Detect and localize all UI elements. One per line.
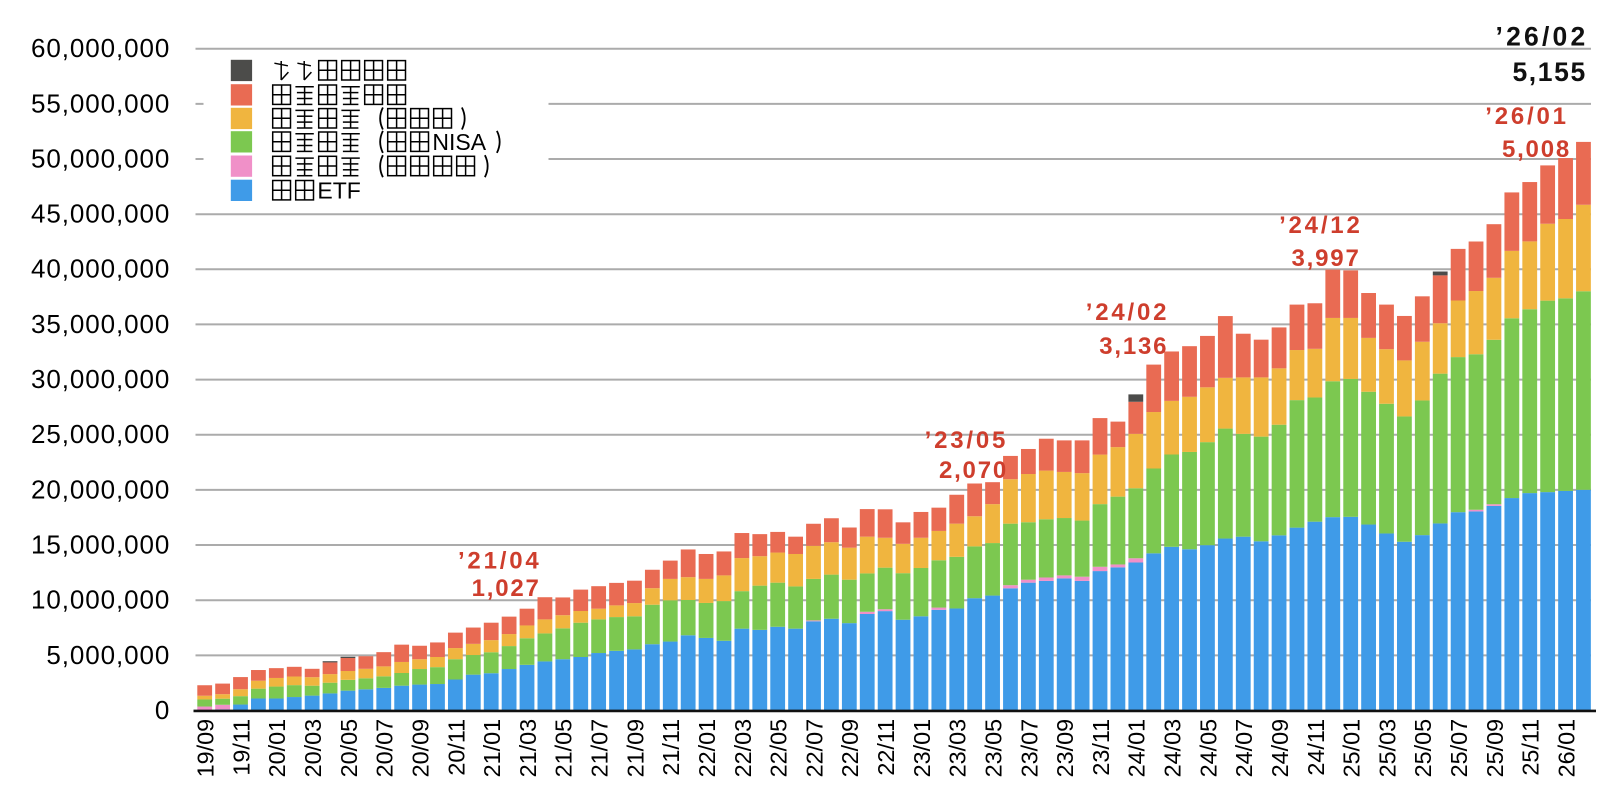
svg-text:22/11: 22/11 — [873, 719, 899, 776]
svg-text:20/01: 20/01 — [264, 719, 290, 778]
svg-text:1,027: 1,027 — [472, 575, 541, 602]
svg-text:24/07: 24/07 — [1231, 719, 1257, 778]
svg-text:’23/05: ’23/05 — [925, 427, 1009, 454]
svg-text:25/05: 25/05 — [1410, 719, 1436, 778]
svg-text:30,000,000: 30,000,000 — [31, 364, 170, 394]
svg-text:20/09: 20/09 — [408, 719, 434, 778]
svg-text:20/11: 20/11 — [443, 719, 469, 776]
svg-text:20/07: 20/07 — [372, 719, 398, 778]
svg-text:24/03: 24/03 — [1160, 719, 1186, 778]
svg-text:19/11: 19/11 — [228, 719, 254, 776]
svg-text:40,000,000: 40,000,000 — [31, 254, 170, 284]
svg-text:’26/01: ’26/01 — [1485, 103, 1569, 130]
svg-text:20/03: 20/03 — [300, 719, 326, 778]
svg-text:25/07: 25/07 — [1446, 719, 1472, 778]
svg-text:60,000,000: 60,000,000 — [31, 33, 170, 63]
svg-text:20,000,000: 20,000,000 — [31, 474, 170, 504]
svg-text:3,136: 3,136 — [1099, 333, 1168, 360]
svg-text:50,000,000: 50,000,000 — [31, 143, 170, 173]
svg-text:23/03: 23/03 — [945, 719, 971, 778]
svg-text:22/03: 22/03 — [730, 719, 756, 778]
svg-text:23/05: 23/05 — [981, 719, 1007, 778]
svg-text:55,000,000: 55,000,000 — [31, 88, 170, 118]
svg-text:19/09: 19/09 — [193, 719, 219, 778]
svg-text:24/11: 24/11 — [1303, 719, 1329, 776]
svg-text:22/09: 22/09 — [837, 719, 863, 778]
svg-text:0: 0 — [155, 695, 170, 725]
svg-text:45,000,000: 45,000,000 — [31, 199, 170, 229]
svg-text:24/01: 24/01 — [1124, 719, 1150, 778]
svg-text:21/07: 21/07 — [587, 719, 613, 778]
svg-text:’24/12: ’24/12 — [1279, 212, 1363, 239]
svg-text:NISA: NISA — [432, 129, 486, 155]
svg-text:22/01: 22/01 — [694, 719, 720, 778]
svg-text:22/05: 22/05 — [766, 719, 792, 778]
svg-text:26/01: 26/01 — [1554, 719, 1580, 778]
svg-text:5,000,000: 5,000,000 — [46, 640, 170, 670]
svg-text:25/11: 25/11 — [1518, 719, 1544, 776]
svg-text:20/05: 20/05 — [336, 719, 362, 778]
svg-text:21/11: 21/11 — [658, 719, 684, 776]
svg-text:23/11: 23/11 — [1088, 719, 1114, 776]
svg-text:5,008: 5,008 — [1502, 136, 1571, 163]
svg-text:24/09: 24/09 — [1267, 719, 1293, 778]
svg-text:15,000,000: 15,000,000 — [31, 529, 170, 559]
svg-text:10,000,000: 10,000,000 — [31, 585, 170, 615]
svg-text:’21/04: ’21/04 — [458, 548, 542, 575]
svg-text:21/09: 21/09 — [622, 719, 648, 778]
svg-text:23/09: 23/09 — [1052, 719, 1078, 778]
svg-text:24/05: 24/05 — [1195, 719, 1221, 778]
svg-text:21/01: 21/01 — [479, 719, 505, 778]
svg-text:ETF: ETF — [317, 177, 360, 203]
svg-text:3,997: 3,997 — [1292, 245, 1361, 272]
svg-text:2,070: 2,070 — [939, 457, 1008, 484]
svg-text:21/03: 21/03 — [515, 719, 541, 778]
svg-text:’24/02: ’24/02 — [1086, 299, 1170, 326]
svg-text:25/03: 25/03 — [1374, 719, 1400, 778]
svg-text:25/09: 25/09 — [1482, 719, 1508, 778]
svg-text:’26/02: ’26/02 — [1496, 22, 1589, 52]
svg-text:23/07: 23/07 — [1016, 719, 1042, 778]
svg-text:35,000,000: 35,000,000 — [31, 309, 170, 339]
svg-text:23/01: 23/01 — [909, 719, 935, 778]
svg-text:5,155: 5,155 — [1512, 57, 1586, 87]
svg-text:25/01: 25/01 — [1339, 719, 1365, 778]
svg-text:22/07: 22/07 — [801, 719, 827, 778]
svg-text:21/05: 21/05 — [551, 719, 577, 778]
svg-text:25,000,000: 25,000,000 — [31, 419, 170, 449]
